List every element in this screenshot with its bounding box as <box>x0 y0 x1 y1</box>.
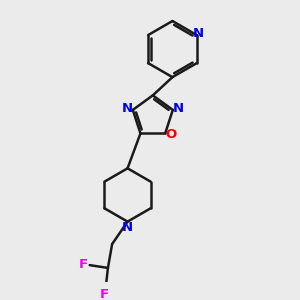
Text: N: N <box>122 221 133 234</box>
Text: F: F <box>79 258 88 271</box>
Text: N: N <box>172 102 183 115</box>
Text: O: O <box>165 128 176 140</box>
Text: N: N <box>193 27 204 40</box>
Text: F: F <box>100 288 109 300</box>
Text: N: N <box>122 102 133 115</box>
